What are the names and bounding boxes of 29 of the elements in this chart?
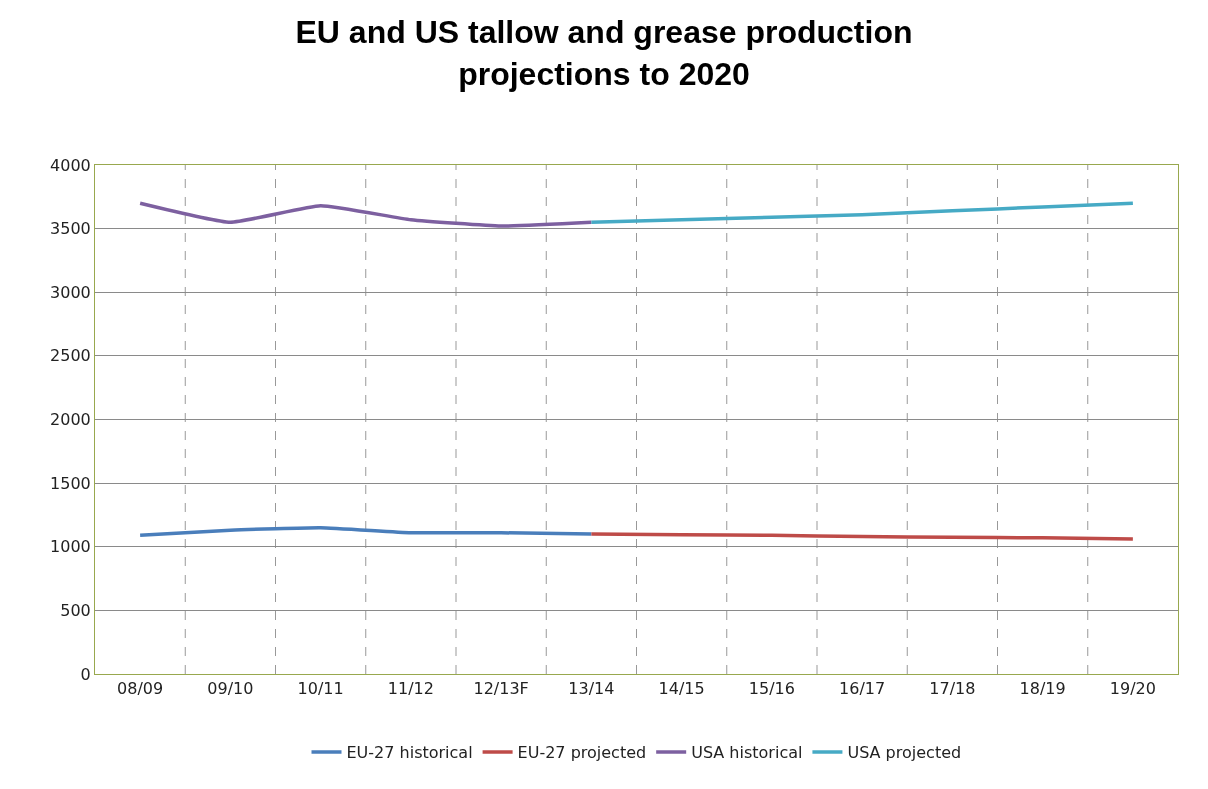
y-tick-label: 1500 [50, 473, 91, 493]
chart-title: EU and US tallow and grease production projections to 2020 [295, 14, 913, 92]
y-tick-label: 1000 [50, 537, 91, 557]
y-tick-label: 3500 [50, 219, 91, 239]
legend-label: EU-27 historical [346, 743, 473, 763]
x-tick-label: 19/20 [1109, 679, 1156, 699]
x-tick-label: 18/19 [1019, 679, 1066, 699]
x-tick-label: 16/17 [839, 679, 886, 699]
y-tick-label: 500 [60, 600, 91, 620]
x-tick-label: 17/18 [929, 679, 976, 699]
legend-label: EU-27 projected [517, 743, 647, 763]
y-tick-label: 4000 [50, 155, 91, 175]
y-tick-label: 2500 [50, 346, 91, 366]
x-tick-label: 10/11 [297, 679, 344, 699]
legend-label: USA historical [691, 743, 803, 763]
line-series [138, 201, 594, 228]
legend-label: USA projected [847, 743, 962, 763]
x-tick-label: 12/13F [473, 679, 529, 699]
x-tick-label: 11/12 [387, 679, 434, 699]
line-series [138, 525, 594, 538]
y-tick-label: 2000 [50, 410, 91, 430]
y-tick-label: 0 [80, 664, 91, 684]
x-tick-label: 08/09 [117, 679, 164, 699]
x-tick-label: 09/10 [207, 679, 254, 699]
line-series [589, 201, 1135, 225]
x-tick-label: 15/16 [748, 679, 795, 699]
x-tick-label: 13/14 [568, 679, 615, 699]
y-tick-label: 3000 [50, 282, 91, 302]
x-tick-label: 14/15 [658, 679, 705, 699]
